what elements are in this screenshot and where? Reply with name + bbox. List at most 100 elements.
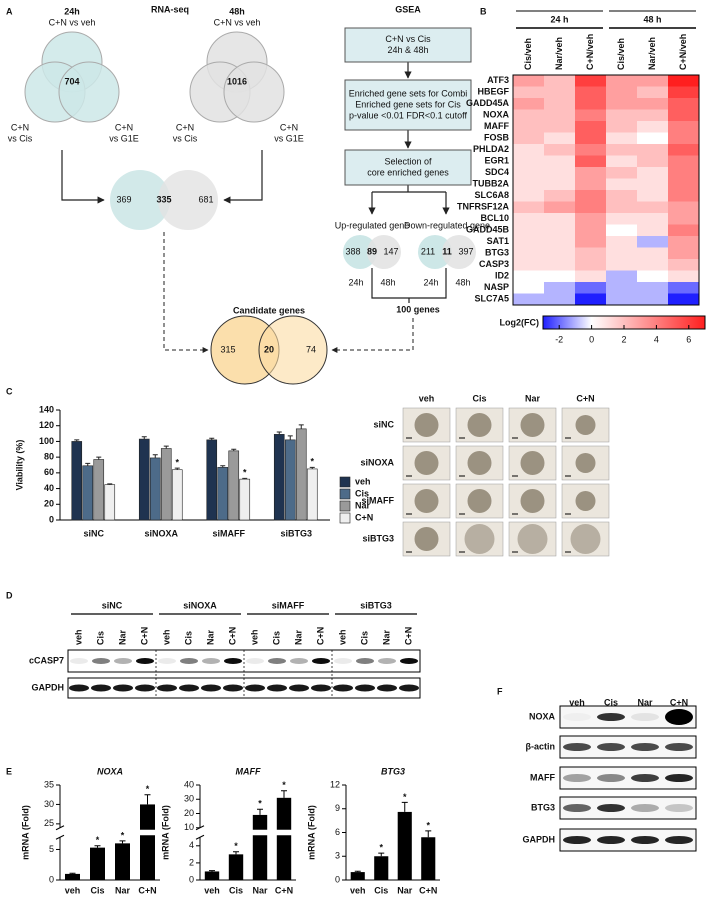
legend-swatch bbox=[339, 512, 351, 524]
bar bbox=[239, 478, 251, 521]
legend-label: Cis bbox=[355, 488, 369, 498]
x-tick-label: siBTG3 bbox=[280, 528, 312, 538]
heatmap-cell bbox=[575, 144, 606, 156]
bar bbox=[228, 854, 244, 880]
significance: * bbox=[234, 841, 238, 851]
significance: * bbox=[310, 457, 314, 467]
y-tick-label: 20 bbox=[44, 499, 54, 509]
lane-label: veh bbox=[73, 629, 83, 645]
heatmap-cell bbox=[513, 132, 544, 144]
venn-count: 681 bbox=[198, 194, 213, 204]
heatmap-cell bbox=[668, 75, 699, 87]
chart-title: MAFF bbox=[236, 766, 261, 776]
y-tick-label: 80 bbox=[44, 452, 54, 462]
heatmap-cell bbox=[544, 132, 575, 144]
lane-label: Cis bbox=[271, 631, 281, 645]
label: 48 h bbox=[643, 14, 661, 24]
heatmap-cell bbox=[575, 86, 606, 98]
label: 48h bbox=[455, 277, 470, 287]
heatmap-cell bbox=[575, 201, 606, 213]
heatmap-cell bbox=[637, 213, 668, 225]
spheroid bbox=[464, 524, 495, 554]
heatmap-cell bbox=[513, 155, 544, 167]
venn-count: 704 bbox=[64, 76, 79, 86]
group-label: siNOXA bbox=[183, 600, 217, 610]
flow-box bbox=[344, 79, 472, 131]
heatmap-cell bbox=[544, 236, 575, 248]
lane-label: C+N bbox=[670, 697, 688, 707]
venn-circle bbox=[442, 235, 476, 269]
dashed-arrow bbox=[331, 318, 414, 353]
venn-count: 388 bbox=[345, 246, 360, 256]
bar bbox=[140, 804, 155, 880]
bar bbox=[295, 428, 307, 521]
heatmap-cell bbox=[544, 167, 575, 179]
y-tick-label: 3 bbox=[335, 851, 340, 861]
spheroid bbox=[467, 489, 492, 513]
column-label: C+N/veh bbox=[585, 34, 595, 70]
label: C+N vs veh bbox=[214, 17, 261, 27]
heatmap-cell bbox=[637, 155, 668, 167]
heatmap-cell bbox=[544, 259, 575, 271]
heatmap-cell bbox=[544, 190, 575, 202]
label: 24h bbox=[348, 277, 363, 287]
heatmap-cell bbox=[513, 121, 544, 133]
significance: * bbox=[96, 835, 100, 845]
group-label: siBTG3 bbox=[360, 600, 392, 610]
heatmap-cell bbox=[513, 98, 544, 110]
venn-circle bbox=[418, 235, 452, 269]
lane-label: Cis bbox=[95, 631, 105, 645]
heatmap-cell bbox=[668, 109, 699, 121]
label: 24h & 48h bbox=[387, 45, 428, 55]
panel-letter: C bbox=[6, 386, 13, 396]
venn-count: 20 bbox=[264, 344, 274, 354]
heatmap-cell bbox=[544, 178, 575, 190]
venn-count: 74 bbox=[306, 344, 316, 354]
heatmap-cell bbox=[575, 190, 606, 202]
colorbar-tick-label: 2 bbox=[621, 334, 626, 344]
column-label: Cis bbox=[472, 393, 486, 403]
heatmap-cell bbox=[606, 86, 637, 98]
heatmap-cell bbox=[513, 178, 544, 190]
blot-band bbox=[223, 684, 243, 692]
heatmap-cell bbox=[513, 293, 544, 305]
lane-label: veh bbox=[569, 697, 585, 707]
column-label: Cis/veh bbox=[523, 38, 533, 70]
row-label: GADD45B bbox=[466, 225, 510, 235]
row-label: HBEGF bbox=[478, 87, 510, 97]
heatmap-cell bbox=[637, 144, 668, 156]
x-tick-label: C+N bbox=[275, 885, 293, 895]
heatmap-cell bbox=[668, 224, 699, 236]
blot-band bbox=[597, 804, 625, 812]
heatmap-cell bbox=[544, 201, 575, 213]
group-label: siNC bbox=[102, 600, 123, 610]
blot-band bbox=[114, 658, 132, 664]
row-label: FOSB bbox=[484, 133, 510, 143]
bar bbox=[171, 469, 183, 521]
error-bar bbox=[276, 431, 282, 435]
heatmap-cell bbox=[668, 86, 699, 98]
error-bar bbox=[233, 851, 239, 855]
bar bbox=[374, 856, 389, 880]
spheroid bbox=[467, 451, 492, 475]
blot-band bbox=[202, 658, 220, 664]
significance: * bbox=[403, 792, 407, 802]
error-bar bbox=[69, 872, 76, 874]
bar bbox=[217, 467, 229, 521]
y-tick-label: 30 bbox=[184, 794, 194, 804]
break-gap bbox=[139, 829, 156, 836]
spheroid bbox=[414, 489, 439, 513]
blot-band bbox=[91, 684, 111, 692]
y-axis-label: mRNA (Fold) bbox=[306, 805, 316, 860]
x-tick-label: veh bbox=[350, 885, 366, 895]
spheroid bbox=[520, 413, 545, 437]
blot-band bbox=[157, 684, 177, 692]
bar bbox=[160, 448, 172, 521]
lane-label: Cis bbox=[183, 631, 193, 645]
bar bbox=[306, 468, 318, 521]
row-label: ATF3 bbox=[487, 75, 509, 85]
spheroid bbox=[570, 524, 601, 554]
heatmap-cell bbox=[575, 167, 606, 179]
arrow bbox=[223, 150, 263, 204]
